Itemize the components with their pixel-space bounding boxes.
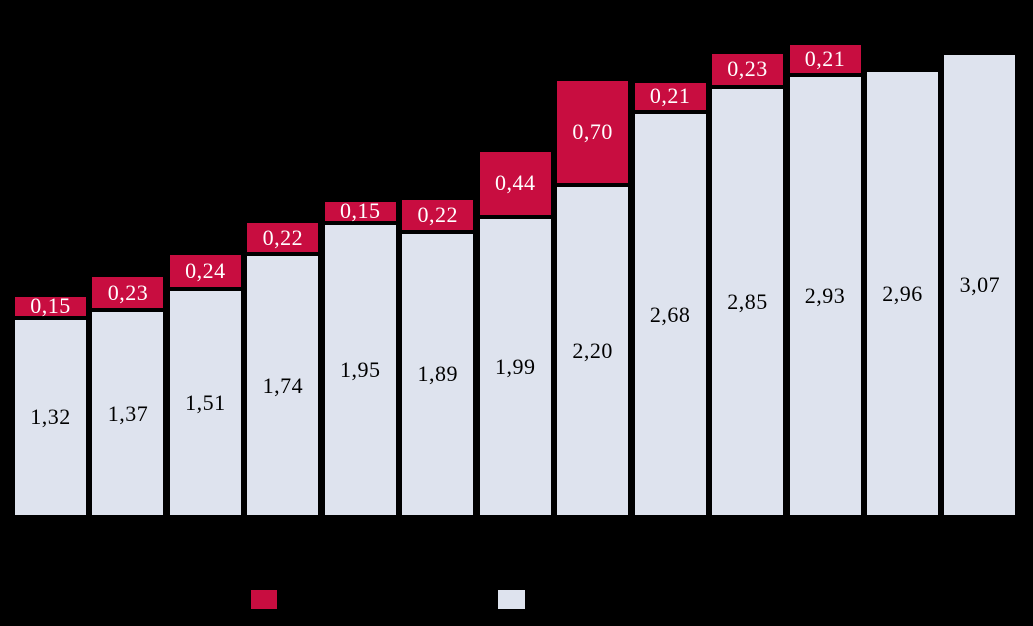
bar-value-label: 0,70 [572,118,613,144]
bar-value-label: 1,99 [494,353,536,379]
bar-increment-segment: 0,23 [90,275,166,311]
bar-base-segment: 1,89 [400,231,476,517]
bar-value-label: 1,74 [262,372,304,398]
bar-base-segment: 3,07 [942,53,1018,517]
bar-value-label: 0,21 [804,45,846,71]
bar-value-label: 0,22 [417,201,458,227]
bar-increment-segment: 0,21 [787,42,863,75]
bar-value-label: 0,23 [107,279,149,305]
bar-value-label: 0,21 [649,83,691,109]
bar-value-label: 2,68 [649,301,691,327]
bar-value-label: 3,07 [959,272,1001,298]
bar-increment-segment: 0,22 [245,221,321,255]
bar-value-label: 2,85 [727,288,768,314]
bar-base-segment: 1,74 [245,254,321,517]
bar-base-segment: 2,85 [710,86,786,517]
bar-increment-segment: 0,23 [710,51,786,87]
bar-increment-segment: 0,22 [400,198,476,232]
bar-increment-segment: 0,24 [167,252,243,289]
bar-base-segment: 1,37 [90,310,166,517]
bar-increment-segment: 0,15 [13,295,88,318]
bar-base-segment: 2,20 [555,184,631,517]
bar-increment-segment: 0,21 [632,80,708,113]
bar-value-label: 1,37 [107,400,149,426]
bar-value-label: 0,44 [494,170,536,196]
bar-base-segment: 1,95 [322,222,398,517]
bar-base-segment: 1,32 [13,317,88,517]
bar-value-label: 1,89 [417,361,458,387]
bar-value-label: 0,15 [340,198,381,224]
bar-base-segment: 2,96 [864,70,940,517]
bar-base-segment: 2,93 [787,74,863,517]
bar-value-label: 0,24 [185,257,226,283]
bar-base-segment: 1,51 [167,288,243,517]
bar-increment-segment: 0,44 [477,150,553,217]
bar-value-label: 2,93 [804,282,846,308]
bar-increment-segment: 0,70 [555,79,631,185]
bar-base-segment: 2,68 [632,112,708,517]
bar-value-label: 2,96 [882,280,923,306]
bar-base-segment: 1,99 [477,216,553,517]
bar-value-label: 1,95 [340,356,381,382]
bar-value-label: 0,22 [262,224,304,250]
bar-value-label: 1,32 [30,404,71,430]
bar-value-label: 1,51 [185,389,226,415]
bar-increment-segment: 0,15 [322,198,398,224]
bar-value-label: 0,15 [30,293,71,319]
bar-value-label: 2,20 [572,337,613,363]
bar-value-label: 0,23 [727,56,768,82]
